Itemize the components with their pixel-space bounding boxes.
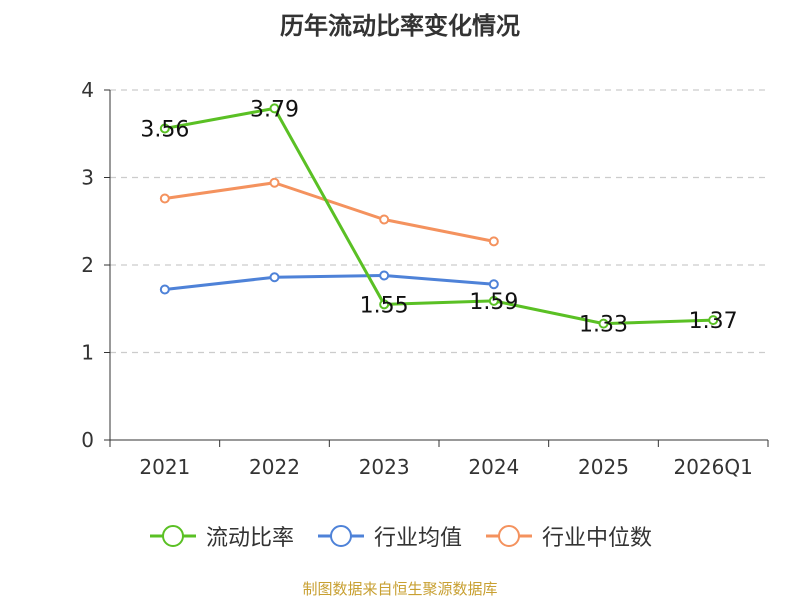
x-tick-label: 2025: [578, 455, 629, 479]
x-tick-label: 2026Q1: [673, 455, 752, 479]
label-layer: 3.56 3.79 1.55 1.59 1.33 1.37: [140, 97, 737, 337]
y-tick-label: 4: [81, 78, 94, 102]
data-point: [159, 123, 170, 134]
data-label: 1.37: [689, 309, 738, 334]
source-note: 制图数据来自恒生聚源数据库: [302, 580, 498, 598]
legend-item[interactable]: 行业中位数: [484, 520, 652, 552]
legend-label: 行业均值: [373, 526, 462, 551]
chart-title: 历年流动比率变化情况: [280, 12, 520, 40]
data-point: [269, 272, 280, 283]
legend: 流动比率 行业均值 行业中位数: [0, 520, 800, 552]
data-point: [598, 318, 609, 329]
legend-item[interactable]: 流动比率: [148, 520, 294, 552]
x-tick-label: 2021: [139, 455, 190, 479]
data-point: [269, 177, 280, 188]
series-layer: [159, 103, 719, 329]
data-point: [488, 295, 499, 306]
legend-swatch-icon: [317, 525, 364, 547]
y-tick-label: 3: [81, 166, 94, 190]
series-line: [164, 274, 494, 291]
data-label: 1.55: [360, 293, 409, 318]
data-point: [379, 299, 390, 310]
data-label: 1.33: [579, 313, 628, 338]
legend-label: 行业中位数: [542, 526, 653, 551]
series-line: [164, 181, 495, 243]
data-point: [708, 315, 719, 326]
legend-swatch-icon: [486, 525, 532, 547]
data-label: 3.56: [140, 118, 189, 143]
y-tick-label: 1: [81, 341, 94, 365]
data-label: 1.59: [469, 290, 518, 315]
axis-layer: 0 1 2 3 4 2021 2022 2023 2024 2025 2026Q1: [81, 78, 769, 479]
data-label: 3.79: [250, 97, 299, 122]
x-tick-label: 2022: [249, 455, 300, 479]
data-point: [269, 103, 280, 114]
series-line: [164, 106, 714, 326]
data-point: [379, 214, 390, 225]
data-point: [379, 270, 390, 281]
data-point: [488, 279, 499, 290]
y-tick-label: 0: [81, 428, 94, 452]
legend-swatch-icon: [149, 525, 196, 547]
legend-item[interactable]: 行业均值: [316, 520, 462, 552]
data-point: [488, 236, 499, 247]
x-tick-label: 2024: [468, 455, 519, 479]
data-point: [159, 284, 170, 295]
grid-layer: [110, 89, 768, 354]
y-tick-label: 2: [81, 253, 94, 277]
x-tick-label: 2023: [359, 455, 410, 479]
legend-label: 流动比率: [205, 526, 294, 551]
data-point: [159, 193, 170, 204]
